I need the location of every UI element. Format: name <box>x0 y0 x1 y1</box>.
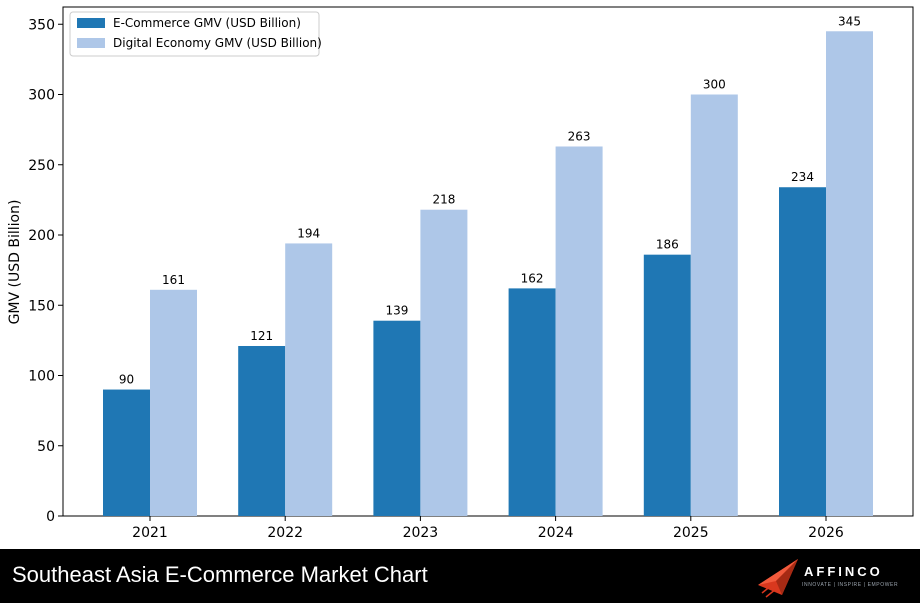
bar-label-digital-economy-2023: 218 <box>432 193 455 207</box>
bar-digital-economy-2025 <box>690 94 738 516</box>
bar-label-ecommerce-2026: 234 <box>791 170 814 184</box>
y-tick-label-150: 150 <box>28 298 55 314</box>
affinco-logo: AFFINCO INNOVATE | INSPIRE | EMPOWER <box>756 555 916 599</box>
bar-digital-economy-2023 <box>420 209 468 516</box>
footer-bar: Southeast Asia E-Commerce Market Chart A… <box>0 549 920 603</box>
bar-ecommerce-2021 <box>103 389 150 516</box>
bar-ecommerce-2022 <box>238 345 286 516</box>
bar-label-digital-economy-2024: 263 <box>568 129 591 143</box>
x-tick-label-2023: 2023 <box>403 525 439 541</box>
paper-plane-icon <box>758 559 798 598</box>
y-tick-label-200: 200 <box>28 228 55 244</box>
legend-box <box>69 11 320 57</box>
gmv-bar-chart: 90 161 121 194 139 218 162 263 186 300 234 345 0 50 1… <box>7 6 914 541</box>
bar-digital-economy-2024 <box>555 146 603 517</box>
y-tick-label-0: 0 <box>46 509 55 525</box>
legend-label-ecommerce: E-Commerce GMV (USD Billion) <box>113 16 301 30</box>
logo-tagline: INNOVATE | INSPIRE | EMPOWER <box>802 582 899 588</box>
bars-group <box>103 31 873 517</box>
bar-label-ecommerce-2022: 121 <box>250 329 273 343</box>
bar-label-ecommerce-2024: 162 <box>521 271 544 285</box>
logo-wordmark: AFFINCO <box>804 564 883 579</box>
bar-ecommerce-2026 <box>779 187 826 517</box>
x-tick-label-2026: 2026 <box>808 525 844 541</box>
y-tick-label-50: 50 <box>37 439 55 455</box>
x-tick-label-2021: 2021 <box>132 525 168 541</box>
legend: E-Commerce GMV (USD Billion) Digital Eco… <box>69 11 322 57</box>
bar-label-ecommerce-2025: 186 <box>656 238 679 252</box>
bar-label-ecommerce-2023: 139 <box>385 304 408 318</box>
bar-label-digital-economy-2022: 194 <box>297 226 320 240</box>
footer-title: Southeast Asia E-Commerce Market Chart <box>12 562 428 587</box>
y-tick-label-250: 250 <box>28 158 55 174</box>
x-axis: 2021 2022 2023 2024 2025 2026 <box>132 516 844 541</box>
y-tick-label-100: 100 <box>28 369 55 385</box>
bar-label-digital-economy-2026: 345 <box>838 14 861 28</box>
bar-label-digital-economy-2025: 300 <box>703 78 726 92</box>
legend-label-digital-economy: Digital Economy GMV (USD Billion) <box>113 36 322 50</box>
bar-digital-economy-2022 <box>285 243 333 516</box>
legend-swatch-digital-economy <box>77 38 105 48</box>
x-tick-label-2024: 2024 <box>538 525 574 541</box>
x-tick-label-2025: 2025 <box>673 525 709 541</box>
bar-label-digital-economy-2021: 161 <box>162 273 185 287</box>
y-axis-label: GMV (USD Billion) <box>7 200 23 325</box>
x-tick-label-2022: 2022 <box>267 525 303 541</box>
bar-value-labels: 90 161 121 194 139 218 162 263 186 300 234 345 <box>119 14 861 386</box>
bar-digital-economy-2026 <box>826 31 873 517</box>
y-tick-label-300: 300 <box>28 88 55 104</box>
y-tick-label-350: 350 <box>28 17 55 33</box>
bar-ecommerce-2024 <box>508 288 556 516</box>
plot-area <box>62 6 914 517</box>
y-axis: 0 50 100 150 200 250 300 350 <box>28 17 63 525</box>
bar-ecommerce-2025 <box>643 254 691 517</box>
bar-label-ecommerce-2021: 90 <box>119 373 134 387</box>
bar-digital-economy-2021 <box>150 289 197 516</box>
legend-swatch-ecommerce <box>77 18 105 28</box>
bar-ecommerce-2023 <box>373 320 421 516</box>
